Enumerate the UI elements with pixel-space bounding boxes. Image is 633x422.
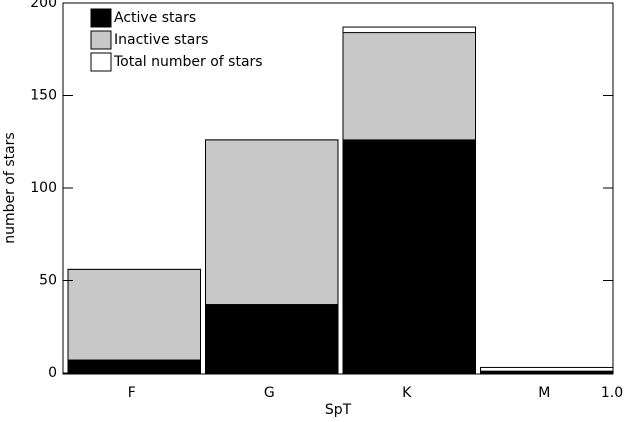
legend-swatch: [90, 52, 112, 72]
y-tick-label: 150: [30, 88, 57, 104]
x-tick-label: F: [128, 385, 136, 401]
bar-segment: [342, 139, 476, 374]
x-end-label: 1.0: [601, 385, 623, 401]
legend-label: Active stars: [114, 10, 196, 26]
bar-segment: [480, 370, 614, 374]
x-axis-label: SpT: [325, 402, 352, 418]
legend-label: Inactive stars: [114, 32, 208, 48]
bar-segment: [67, 359, 201, 374]
bar-segment: [205, 304, 339, 374]
y-tick-label: 50: [39, 273, 57, 289]
legend-label: Total number of stars: [113, 54, 263, 70]
x-tick-label: K: [402, 385, 412, 401]
bar-segment: [342, 32, 476, 141]
y-tick-label: 100: [30, 180, 57, 196]
x-tick-label: M: [538, 385, 550, 401]
legend-swatch: [90, 8, 112, 28]
y-tick-label: 0: [48, 365, 57, 381]
legend-swatch: [90, 30, 112, 50]
bar-segment: [67, 268, 201, 361]
y-axis-label: number of stars: [2, 132, 18, 243]
y-tick-label: 200: [30, 0, 57, 11]
x-tick-label: G: [264, 385, 275, 401]
bar-segment: [205, 139, 339, 306]
